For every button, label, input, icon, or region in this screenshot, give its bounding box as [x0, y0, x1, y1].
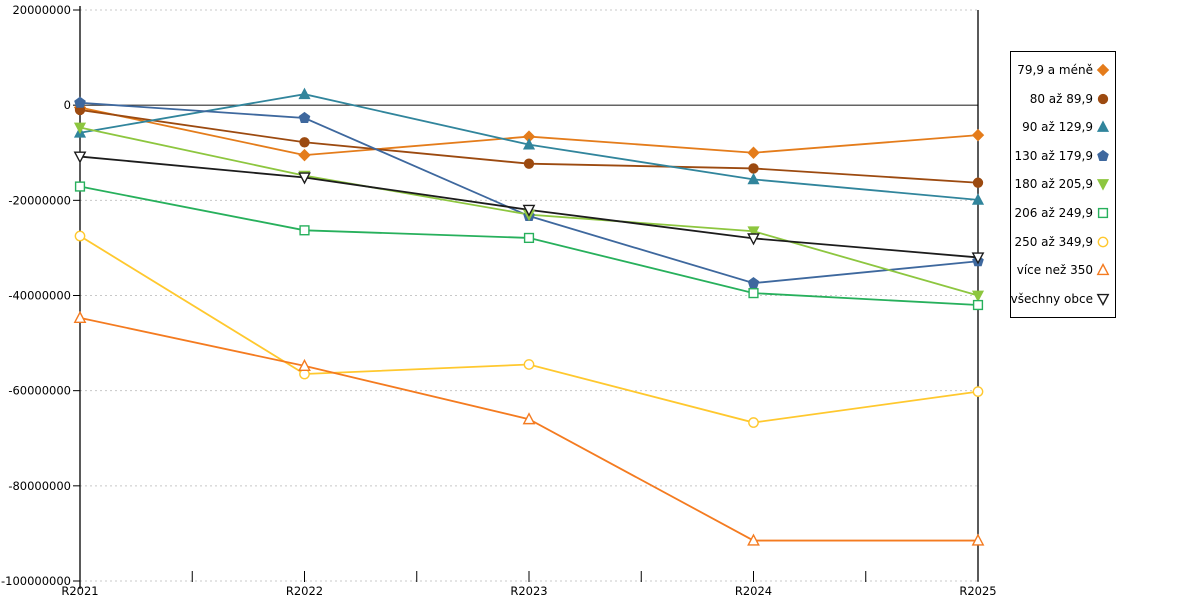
series-marker [74, 181, 86, 192]
legend-item-label: všechny obce [1010, 291, 1093, 306]
series-marker [747, 533, 760, 546]
legend-marker-shape [1096, 263, 1110, 276]
triangle-down-legend-marker-icon [1096, 179, 1110, 192]
series-marker [299, 137, 310, 148]
series-marker [747, 233, 760, 246]
legend-item-label: 130 až 179,9 [1014, 148, 1093, 163]
series-marker [747, 146, 760, 159]
triangle-up-legend-marker-icon [1096, 120, 1110, 133]
y-tick-label: -40000000 [8, 289, 71, 303]
series-marker [522, 204, 536, 217]
diamond-legend-marker-icon [1096, 64, 1110, 77]
series-marker [73, 122, 87, 135]
series-marker [74, 96, 86, 108]
legend-marker-shape [1097, 236, 1109, 247]
series-markers [73, 87, 985, 546]
series-marker [74, 230, 86, 242]
y-tick-label: 0 [64, 98, 71, 112]
legend-marker-shape [1096, 64, 1110, 77]
legend-item: všechny obce [1010, 291, 1110, 306]
series-line [79, 316, 978, 542]
series-marker [73, 151, 87, 164]
y-tick-label: -60000000 [8, 384, 71, 398]
series-marker [972, 177, 984, 188]
series-marker [298, 358, 311, 372]
legend-marker-shape [1096, 293, 1110, 306]
x-tick-label: R2023 [510, 584, 547, 598]
y-tick-label: 20000000 [12, 3, 71, 17]
series-marker [298, 148, 311, 162]
series-marker [972, 386, 984, 397]
series-marker [299, 225, 310, 236]
x-tick-label: R2024 [735, 584, 772, 598]
series-marker [971, 290, 985, 303]
series-marker [298, 172, 311, 185]
series-marker [971, 252, 985, 265]
chart-legend: 79,9 a méně 80 až 89,9 90 až 129,9 130 až 1… [1010, 51, 1116, 318]
square-legend-marker-icon [1097, 207, 1109, 219]
legend-item: 80 až 89,9 [1013, 92, 1110, 106]
series-marker [523, 359, 535, 370]
legend-item: více než 350 [1013, 263, 1110, 277]
series-marker [522, 412, 536, 425]
series-marker [522, 138, 536, 150]
legend-item-label: 206 až 249,9 [1014, 206, 1093, 220]
legend-item: 130 až 179,9 [1013, 149, 1110, 163]
y-tick-label: -80000000 [8, 479, 71, 493]
legend-item: 90 až 129,9 [1013, 120, 1110, 134]
series-marker [747, 172, 760, 185]
series-marker [298, 111, 311, 123]
x-tick-label: R2025 [959, 584, 996, 598]
legend-item: 206 až 249,9 [1013, 206, 1110, 220]
series-marker [523, 158, 535, 169]
circle-legend-marker-icon [1097, 236, 1109, 247]
legend-item-label: 80 až 89,9 [1029, 91, 1093, 106]
series-marker [748, 163, 759, 174]
legend-item-label: 250 až 349,9 [1014, 234, 1093, 249]
legend-item: 250 až 349,9 [1013, 235, 1110, 249]
legend-marker-shape [1097, 93, 1109, 104]
legend-item-label: 90 až 129,9 [1022, 120, 1093, 135]
axes: 20000000 0 -20000000 -40000000 -60000000 -800… [1, 3, 997, 598]
series-marker [971, 533, 985, 546]
series-marker [523, 232, 535, 244]
legend-marker-shape [1096, 120, 1110, 133]
legend-item-label: 79,9 a méně [1017, 63, 1093, 78]
triangle-down-legend-marker-icon [1096, 293, 1110, 306]
legend-item-label: 180 až 205,9 [1014, 177, 1093, 192]
y-tick-label: -100000000 [1, 574, 71, 588]
series-marker [971, 128, 985, 142]
series-marker [972, 299, 984, 311]
legend-marker-shape [1096, 179, 1110, 192]
pentagon-legend-marker-icon [1097, 149, 1109, 161]
series-marker [748, 288, 759, 299]
x-tick-label: R2022 [286, 584, 323, 598]
series-marker [298, 87, 311, 100]
series-marker [971, 193, 985, 205]
legend-marker-shape [1097, 149, 1109, 161]
x-tick-label: R2021 [61, 584, 98, 598]
gridlines [80, 9, 978, 582]
triangle-up-legend-marker-icon [1096, 263, 1110, 276]
legend-marker-shape [1097, 207, 1109, 219]
series-marker [747, 226, 760, 238]
legend-item: 79,9 a méně [1013, 63, 1110, 77]
series-marker [73, 310, 87, 323]
series-marker [748, 417, 759, 428]
series-line [79, 235, 979, 424]
circle-legend-marker-icon [1097, 93, 1109, 104]
series-marker [747, 277, 760, 289]
y-tick-label: -20000000 [8, 193, 71, 207]
legend-item: 180 až 205,9 [1013, 177, 1110, 191]
legend-item-label: více než 350 [1016, 263, 1093, 278]
